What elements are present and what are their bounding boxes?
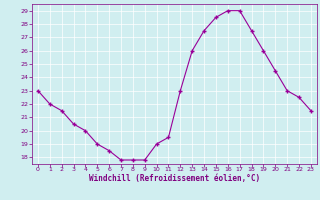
X-axis label: Windchill (Refroidissement éolien,°C): Windchill (Refroidissement éolien,°C) — [89, 174, 260, 183]
